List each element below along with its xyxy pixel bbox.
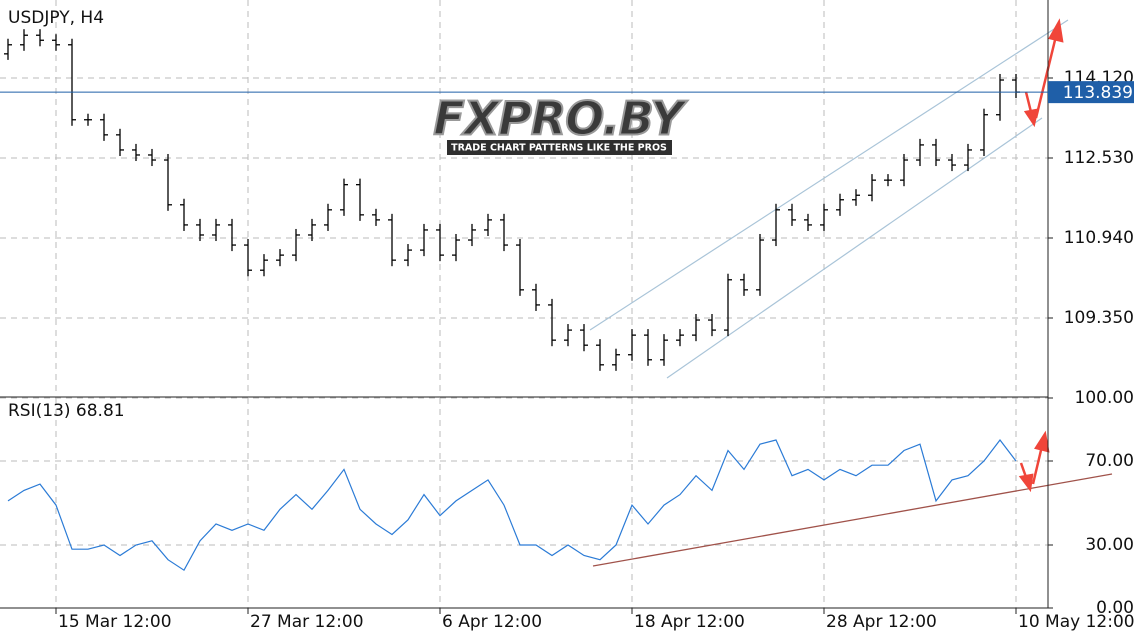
arrow-head	[1048, 18, 1064, 43]
ohlc-bar	[996, 73, 1004, 121]
ohlc-bar	[116, 128, 124, 156]
ohlc-bar	[148, 148, 156, 167]
ohlc-bar	[180, 198, 188, 231]
ohlc-bar	[36, 29, 44, 47]
ohlc-bar	[276, 249, 284, 267]
ohlc-bar	[308, 218, 316, 242]
ohlc-bar	[132, 143, 140, 162]
ohlc-bar	[916, 138, 924, 167]
ohlc-bar	[852, 189, 860, 206]
ohlc-bar	[196, 218, 204, 242]
marks	[4, 29, 1020, 572]
rsi-trendline	[592, 473, 1113, 567]
ohlc-bar	[388, 213, 396, 267]
ohlc-bar	[324, 203, 332, 231]
watermark: FXPRO.BY TRADE CHART PATTERNS LIKE THE P…	[432, 91, 690, 155]
ohlc-bar	[772, 203, 780, 247]
ohlc-bar	[84, 113, 92, 126]
ohlc-bar	[900, 153, 908, 187]
ohlc-bar	[676, 329, 684, 347]
ohlc-bar	[580, 324, 588, 352]
ohlc-bar	[740, 273, 748, 296]
y-tick-label: 0.00	[1096, 598, 1134, 618]
current-price-label: 113.839	[1063, 83, 1133, 103]
ohlc-bar	[548, 298, 556, 347]
ohlc-bar	[724, 273, 732, 337]
ohlc-bar	[980, 108, 988, 156]
ohlc-bar	[292, 228, 300, 262]
ohlc-bar	[436, 223, 444, 262]
y-tick-label: 110.940	[1064, 228, 1134, 248]
watermark-brand: FXPRO.BY	[433, 92, 688, 146]
ohlc-bar	[260, 254, 268, 277]
ohlc-bar	[20, 29, 28, 51]
ohlc-bar	[452, 233, 460, 262]
arrow-head	[1018, 473, 1034, 493]
ohlc-bar	[756, 233, 764, 296]
ohlc-bar	[468, 223, 476, 247]
watermark-tagline: TRADE CHART PATTERNS LIKE THE PROS	[451, 143, 667, 154]
ohlc-bar	[68, 38, 76, 126]
x-tick-label: 28 Apr 12:00	[826, 612, 937, 632]
arrow-head	[1034, 430, 1050, 453]
channel-upper	[589, 19, 1069, 331]
ohlc-bar	[164, 153, 172, 211]
y-tick-label: 30.00	[1085, 535, 1134, 555]
ohlc-bar	[660, 334, 668, 366]
x-tick-label: 10 May 12:00	[1018, 612, 1135, 632]
ohlc-bar	[244, 239, 252, 277]
ohlc-bar	[372, 208, 380, 226]
ohlc-bar	[356, 178, 364, 221]
y-tick-label: 100.00	[1075, 388, 1134, 408]
x-tick-label: 15 Mar 12:00	[58, 612, 172, 632]
ohlc-bar	[420, 223, 428, 257]
rsi-line	[7, 439, 1017, 572]
ohlc-bar	[212, 218, 220, 242]
arrows	[1018, 18, 1064, 493]
current-price-box	[1048, 81, 1134, 104]
ohlc-bar	[708, 313, 716, 337]
x-tick-label: 6 Apr 12:00	[442, 612, 542, 632]
ohlc-bar	[516, 239, 524, 296]
ohlc-bar	[644, 329, 652, 366]
ohlc-bar	[564, 324, 572, 347]
rsi-title: RSI(13) 68.81	[8, 401, 125, 421]
ohlc-bar	[228, 218, 236, 252]
ohlc-bar	[820, 203, 828, 231]
ohlc-bar	[100, 113, 108, 141]
ohlc-bar	[340, 178, 348, 216]
ohlc-bar	[868, 174, 876, 202]
ohlc-bar	[804, 213, 812, 231]
x-tick-label: 27 Mar 12:00	[250, 612, 364, 632]
ohlc-bar	[532, 283, 540, 311]
ohlc-bar	[612, 348, 620, 371]
ohlc-bar	[4, 38, 12, 60]
ohlc-bar	[884, 174, 892, 187]
ohlc-bar	[484, 213, 492, 236]
arrow-line	[1034, 35, 1058, 119]
ohlc-bar	[628, 329, 636, 361]
arrow-line	[1031, 445, 1044, 485]
watermark-band	[447, 140, 672, 155]
channel-lower	[666, 117, 1043, 379]
ohlc-bar	[932, 138, 940, 167]
ohlc-bar	[836, 193, 844, 216]
ohlc-bar	[404, 244, 412, 267]
x-tick-label: 18 Apr 12:00	[634, 612, 745, 632]
ohlc-bar	[596, 339, 604, 371]
ohlc-bar	[52, 34, 60, 51]
ohlc-bar	[948, 153, 956, 172]
ohlc-bar	[788, 203, 796, 226]
ohlc-bar	[500, 213, 508, 252]
y-tick-label: 109.350	[1064, 308, 1134, 328]
chart-title: USDJPY, H4	[8, 8, 104, 28]
y-tick-label: 112.530	[1064, 148, 1134, 168]
ohlc-bar	[692, 313, 700, 342]
channel	[589, 19, 1069, 379]
y-tick-label: 70.00	[1085, 451, 1134, 471]
ohlc-bar	[964, 143, 972, 172]
